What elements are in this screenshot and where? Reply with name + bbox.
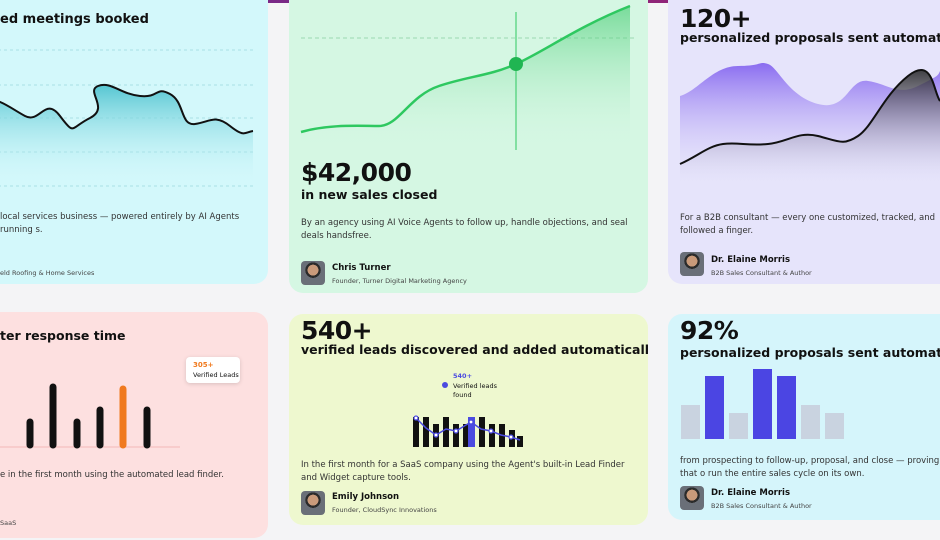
person-name: Chris Turner [332, 263, 391, 273]
card-description: By an agency using AI Voice Agents to fo… [301, 218, 628, 241]
card-description: from prospecting to follow-up, proposal,… [680, 456, 940, 479]
headline: 92% [680, 316, 739, 345]
subtitle: personalized proposals sent automaticall… [680, 345, 940, 360]
cursor-dot [509, 57, 523, 71]
bars [26, 383, 151, 449]
tooltip-value: 305+ [193, 361, 214, 369]
card-title: ed meetings booked [0, 12, 149, 27]
bar-chart [413, 382, 523, 447]
avatar [680, 252, 704, 276]
card: 540+ verified leads discovered and added… [289, 314, 648, 525]
subtitle: in new sales closed [301, 187, 438, 202]
card: ed meetings booked local services busine… [0, 0, 268, 284]
tooltip-value: 540+ [453, 372, 473, 380]
card-role: SaaS [0, 519, 17, 527]
card: ter response time 305+ Verified Leads e … [0, 312, 268, 538]
area [0, 84, 253, 186]
subtitle: verified leads discovered and added auto… [301, 342, 648, 357]
line-chart [300, 4, 634, 150]
area [680, 69, 940, 186]
card-title: ter response time [0, 328, 126, 343]
card: $42,000 in new sales closed By an agency… [289, 0, 648, 293]
tooltip-label: Verified leads found [453, 382, 498, 399]
points [413, 415, 514, 440]
person-name: Dr. Elaine Morris [711, 488, 791, 498]
bar-chart [0, 383, 180, 449]
area-chart [679, 63, 940, 186]
card-description: local services business — powered entire… [0, 212, 240, 235]
person-role: B2B Sales Consultant & Author [711, 269, 812, 277]
headline: 540+ [301, 316, 373, 345]
tooltip-label: Verified Leads [193, 371, 239, 379]
card-description: For a B2B consultant — every one customi… [680, 213, 936, 236]
tooltip: 305+ Verified Leads [186, 357, 240, 383]
avatar [301, 261, 325, 285]
card-description: In the first month for a SaaS company us… [301, 460, 625, 483]
card-role: eld Roofing & Home Services [0, 269, 95, 277]
person-role: Founder, Turner Digital Marketing Agency [332, 277, 467, 285]
person-name: Dr. Elaine Morris [711, 255, 791, 265]
bar-chart [681, 369, 844, 439]
subtitle: personalized proposals sent automaticall… [680, 30, 940, 45]
bars [681, 369, 844, 439]
highlight-bar [468, 417, 475, 447]
area [301, 6, 630, 150]
person-role: B2B Sales Consultant & Author [711, 502, 812, 510]
legend-dot [442, 382, 448, 388]
headline: 120+ [680, 4, 752, 33]
line [679, 68, 940, 165]
person-name: Emily Johnson [332, 492, 400, 502]
card: 92% personalized proposals sent automati… [668, 314, 940, 520]
person-role: Founder, CloudSync Innovations [332, 506, 437, 514]
area-chart [0, 49, 254, 187]
avatar [680, 486, 704, 510]
headline: $42,000 [301, 158, 412, 187]
line [0, 83, 254, 135]
avatar [301, 491, 325, 515]
line [300, 4, 631, 134]
card: 120+ personalized proposals sent automat… [668, 0, 940, 284]
card-description: e in the first month using the automated… [0, 470, 224, 480]
